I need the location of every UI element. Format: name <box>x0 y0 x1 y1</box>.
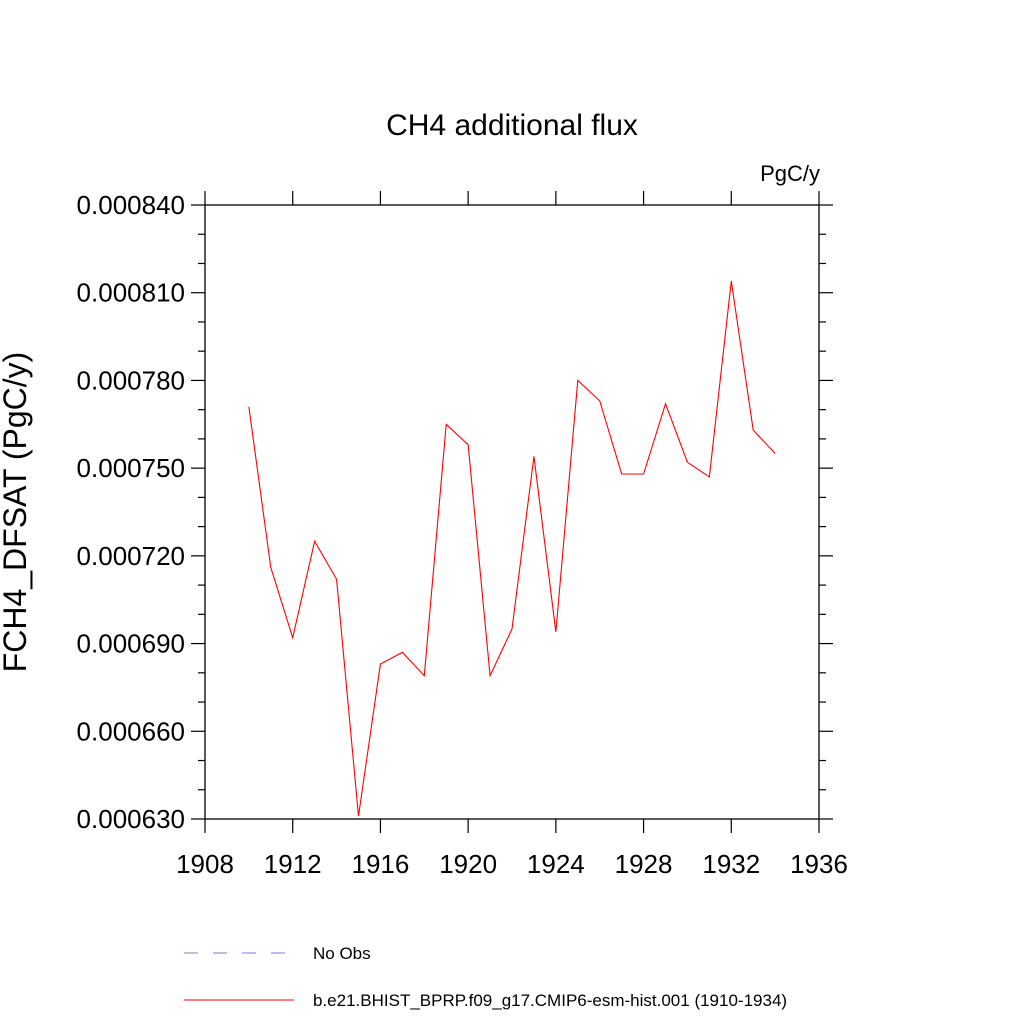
legend-label-no-obs: No Obs <box>313 944 371 963</box>
x-tick-label: 1924 <box>527 849 585 879</box>
tick-labels: 1908 1912 1916 1920 1924 1928 1932 1936 0.000630… <box>77 190 848 879</box>
y-axis-label: FCH4_DFSAT (PgC/y) <box>0 352 33 673</box>
units-label: PgC/y <box>760 161 820 186</box>
x-tick-label: 1908 <box>176 849 234 879</box>
x-tick-label: 1932 <box>702 849 760 879</box>
x-tick-label: 1920 <box>439 849 497 879</box>
legend-label-model: b.e21.BHIST_BPRP.f09_g17.CMIP6-esm-hist.… <box>313 991 787 1010</box>
y-tick-label: 0.000780 <box>77 365 185 395</box>
legend: No Obs b.e21.BHIST_BPRP.f09_g17.CMIP6-es… <box>184 944 787 1010</box>
y-tick-label: 0.000630 <box>77 804 185 834</box>
y-tick-label: 0.000660 <box>77 716 185 746</box>
series-line-0 <box>248 280 776 817</box>
ticks <box>191 191 833 833</box>
plot-frame <box>204 204 820 820</box>
x-tick-label: 1936 <box>790 849 848 879</box>
chart-title: CH4 additional flux <box>386 109 638 142</box>
x-tick-label: 1912 <box>264 849 322 879</box>
y-tick-label: 0.000720 <box>77 541 185 571</box>
x-tick-label: 1928 <box>615 849 673 879</box>
y-tick-label: 0.000750 <box>77 453 185 483</box>
series-layer <box>248 280 776 817</box>
y-tick-label: 0.000810 <box>77 278 185 308</box>
y-tick-label: 0.000840 <box>77 190 185 220</box>
x-tick-label: 1916 <box>352 849 410 879</box>
y-tick-label: 0.000690 <box>77 629 185 659</box>
